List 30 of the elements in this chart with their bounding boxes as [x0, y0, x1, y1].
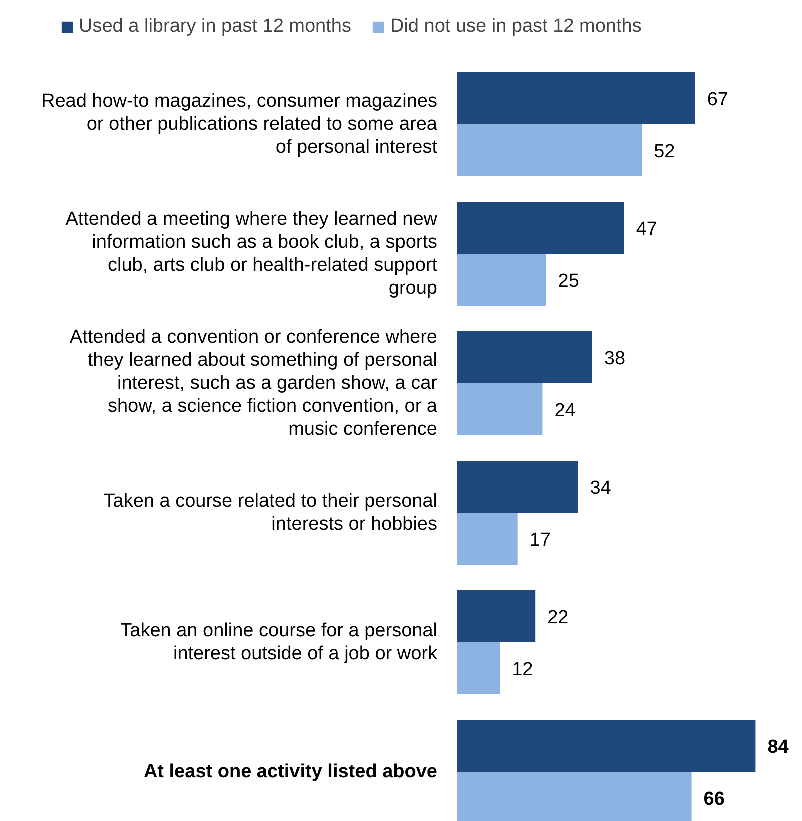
y-tick-label: Read how-to magazines, consumer magazines or other publications related to some area of personal interest — [41, 91, 438, 158]
bar — [458, 461, 578, 513]
data-label: 52 — [654, 142, 676, 162]
y-tick-label: Attended a meeting where they learned new information such as a book club, a sports club, arts club or health-related support group — [66, 209, 438, 299]
bar — [458, 332, 592, 384]
legend-label: Used a library in past 12 months — [79, 16, 352, 38]
data-label: 17 — [530, 530, 551, 551]
bar — [458, 124, 642, 176]
bar — [458, 72, 696, 124]
legend-label: Did not use in past 12 months — [390, 16, 642, 38]
data-label: 12 — [512, 660, 534, 680]
data-label: 34 — [590, 478, 612, 499]
data-label: 24 — [554, 400, 576, 422]
data-label: 84 — [768, 737, 790, 758]
data-label: 47 — [636, 219, 658, 240]
bar — [458, 590, 536, 642]
y-tick-label: Taken a course related to their personal interests or hobbies — [104, 491, 438, 535]
y-tick-label: At least one activity listed above — [144, 762, 438, 782]
data-label: 22 — [548, 608, 569, 628]
bar — [458, 254, 546, 306]
data-label: 38 — [604, 348, 626, 370]
data-label: 67 — [707, 90, 728, 110]
data-label: 25 — [558, 271, 580, 292]
data-label: 66 — [704, 789, 725, 810]
bar — [458, 642, 500, 694]
bar — [458, 513, 518, 565]
bar — [458, 202, 624, 254]
bar — [458, 384, 543, 436]
y-tick-label: Attended a convention or conference where they learned about something of personal interest, such as a garden show, a car show, a science fiction convention, or a music conference — [70, 327, 438, 440]
y-tick-label: Taken an online course for a personal interest outside of a job or work — [120, 620, 438, 664]
